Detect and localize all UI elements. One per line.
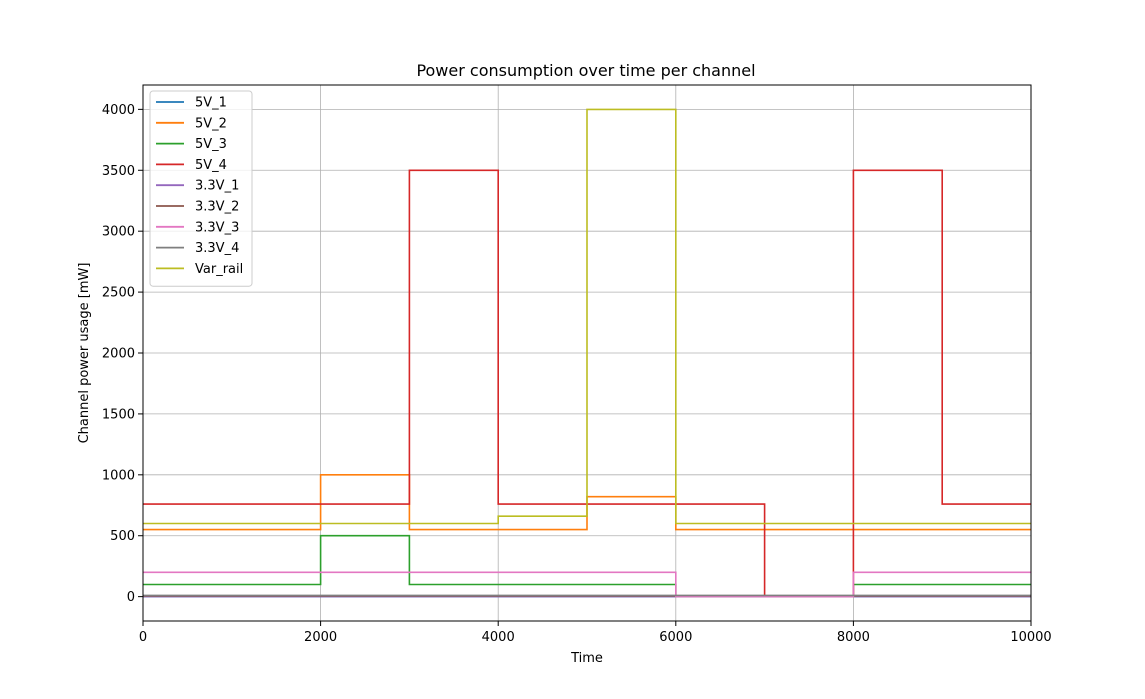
series-line-5V_3 [143, 534, 1031, 598]
legend-label: 3.3V_4 [195, 241, 239, 256]
y-tick-label: 1500 [102, 407, 135, 422]
x-tick-label: 10000 [1010, 630, 1051, 645]
legend: 5V_1 5V_2 5V_3 5V_4 3.3V_1 3.3V_2 3.3V_3 3.3V_4… [149, 90, 253, 287]
series-line-5V_4 [143, 169, 1031, 598]
y-tick-label: 1000 [102, 468, 135, 483]
legend-label: 5V_2 [195, 116, 227, 131]
ticks: 0 2000 4000 6000 8000 10000 0 500 1000 1500 2000 25… [102, 103, 1052, 645]
y-tick-label: 3000 [102, 225, 135, 240]
chart-title: Power consumption over time per channel [416, 61, 755, 80]
series-layer [143, 108, 1031, 598]
y-axis-label: Channel power usage [mW] [77, 263, 92, 444]
y-tick-label: 2000 [102, 347, 135, 362]
y-tick-label: 3500 [102, 164, 135, 179]
legend-label: 5V_1 [195, 96, 227, 111]
x-axis-label: Time [570, 651, 603, 666]
legend-label: 3.3V_2 [195, 200, 239, 215]
y-tick-label: 0 [127, 590, 135, 605]
y-tick-label: 2500 [102, 286, 135, 301]
x-tick-label: 8000 [837, 630, 870, 645]
x-tick-label: 6000 [659, 630, 692, 645]
legend-label: Var_rail [195, 262, 243, 277]
legend-label: 3.3V_1 [195, 179, 239, 194]
series-line-Var_rail [143, 108, 1031, 525]
y-tick-label: 500 [110, 529, 135, 544]
legend-label: 5V_4 [195, 158, 227, 173]
x-tick-label: 2000 [304, 630, 337, 645]
x-tick-label: 0 [139, 630, 147, 645]
x-tick-label: 4000 [482, 630, 515, 645]
legend-box [149, 90, 253, 287]
legend-label: 3.3V_3 [195, 220, 239, 235]
legend-label: 5V_3 [195, 137, 227, 152]
series-line-3.3V_3 [143, 571, 1031, 598]
y-tick-label: 4000 [102, 103, 135, 118]
